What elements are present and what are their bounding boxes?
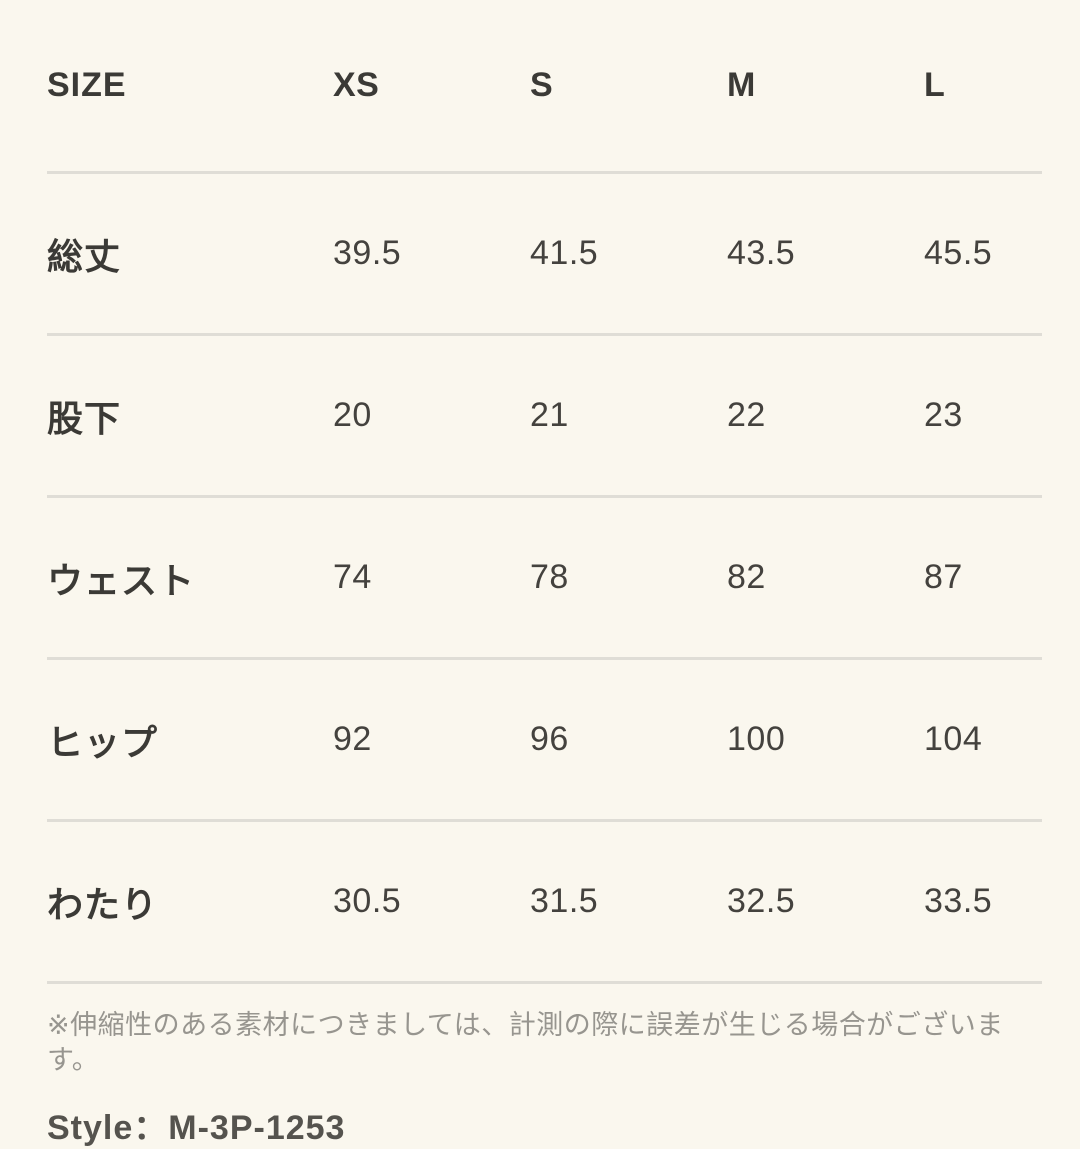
stretch-material-note: ※伸縮性のある素材につきましては、計測の際に誤差が生じる場合がございます。	[47, 1010, 1004, 1076]
row-label: 股下	[47, 397, 122, 439]
row-value-m: 22	[727, 396, 766, 434]
row-value-m: 82	[727, 558, 766, 596]
row-value-m: 32.5	[727, 882, 796, 920]
table-row: 股下 20 21 22 23	[47, 336, 1042, 498]
row-value-m: 43.5	[727, 234, 796, 272]
table-row: ウェスト 74 78 82 87	[47, 498, 1042, 660]
row-value-l: 23	[924, 396, 963, 434]
size-chart-body: 総丈 39.5 41.5 43.5 45.5 股下 20 21 22 23 ウェ…	[0, 174, 1080, 984]
col-header-s: S	[530, 66, 554, 104]
row-value-s: 96	[530, 720, 569, 758]
table-row: わたり 30.5 31.5 32.5 33.5	[47, 822, 1042, 984]
row-label: ヒップ	[47, 721, 159, 763]
row-value-l: 33.5	[924, 882, 993, 920]
size-chart-header-row: SIZE XS S M L	[47, 0, 1042, 174]
col-header-xs: XS	[333, 66, 380, 104]
row-value-xs: 20	[333, 396, 372, 434]
style-number-partial: Style：M-3P-1253	[47, 1109, 346, 1148]
row-value-xs: 74	[333, 558, 372, 596]
row-value-xs: 30.5	[333, 882, 402, 920]
row-label: ウェスト	[47, 559, 196, 601]
row-value-m: 100	[727, 720, 786, 758]
row-value-s: 21	[530, 396, 569, 434]
table-row: 総丈 39.5 41.5 43.5 45.5	[47, 174, 1042, 336]
row-value-l: 87	[924, 558, 963, 596]
row-label: わたり	[47, 883, 159, 925]
row-value-s: 31.5	[530, 882, 599, 920]
row-value-l: 45.5	[924, 234, 993, 272]
row-value-s: 78	[530, 558, 569, 596]
row-value-xs: 92	[333, 720, 372, 758]
table-row: ヒップ 92 96 100 104	[47, 660, 1042, 822]
row-value-xs: 39.5	[333, 234, 402, 272]
row-value-l: 104	[924, 720, 983, 758]
row-value-s: 41.5	[530, 234, 599, 272]
col-header-l: L	[924, 66, 946, 104]
row-label: 総丈	[47, 235, 122, 277]
col-header-m: M	[727, 66, 756, 104]
size-column-header: SIZE	[47, 66, 127, 104]
